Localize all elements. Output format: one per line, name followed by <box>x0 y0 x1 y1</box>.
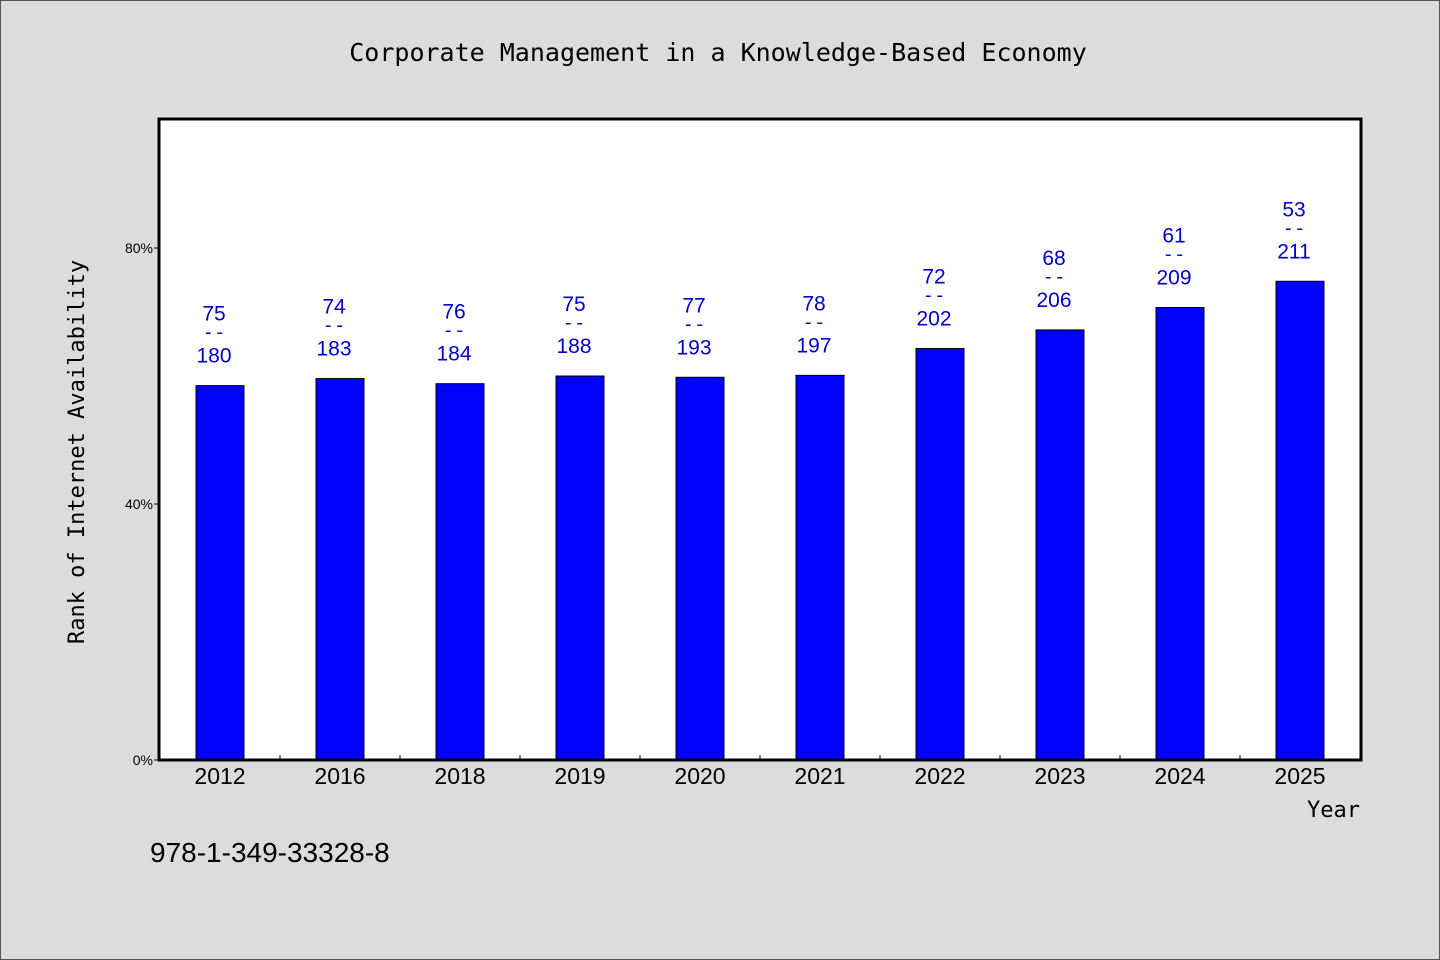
data-label-top: 68 <box>1042 247 1065 270</box>
data-label-top: 61 <box>1162 225 1185 248</box>
data-label-bottom: 183 <box>316 338 351 361</box>
data-label-bottom: 180 <box>196 345 231 368</box>
data-label-top: 78 <box>802 292 825 315</box>
x-tick-label: 2020 <box>674 763 725 789</box>
data-label-top: 75 <box>202 303 225 326</box>
data-label-separator: -- <box>203 322 226 344</box>
data-label-separator: -- <box>1283 217 1306 239</box>
x-tick-label: 2025 <box>1274 763 1325 789</box>
data-label-separator: -- <box>323 315 346 337</box>
data-label-top: 74 <box>322 296 346 319</box>
data-label-separator: -- <box>803 311 826 333</box>
x-tick-label: 2019 <box>554 763 605 789</box>
data-label-top: 72 <box>922 265 945 288</box>
data-label-bottom: 209 <box>1156 267 1191 290</box>
data-label-bottom: 202 <box>916 307 951 330</box>
bar-2022 <box>915 347 965 761</box>
data-labels-layer: 75--18074--18376--18475--18877--19378--1… <box>196 198 1310 367</box>
x-tick-label: 2012 <box>194 763 245 789</box>
data-label-top: 75 <box>562 293 585 316</box>
data-label-bottom: 188 <box>556 335 591 358</box>
annotation-text: 978-1-349-33328-8 <box>150 837 390 868</box>
y-axis-label: Rank of Internet Availability <box>65 260 90 644</box>
x-axis: 2012 2016 2018 2019 2020 2021 2022 2023 2024 2025 <box>194 755 1326 789</box>
data-label-separator: -- <box>683 313 706 335</box>
x-tick-label: 2023 <box>1034 763 1085 789</box>
data-label-top: 77 <box>682 294 705 317</box>
bar-2025 <box>1275 280 1325 761</box>
x-tick-label: 2021 <box>794 763 845 789</box>
data-label-bottom: 197 <box>796 334 831 357</box>
bar-2018 <box>435 383 485 761</box>
x-tick-label: 2024 <box>1154 763 1205 789</box>
bar-2024 <box>1155 307 1205 761</box>
data-label-bottom: 184 <box>436 343 471 366</box>
x-tick-label: 2018 <box>434 763 485 789</box>
chart-title: Corporate Management in a Knowledge-Base… <box>349 38 1087 67</box>
data-label-separator: -- <box>563 312 586 334</box>
x-tick-label: 2016 <box>314 763 365 789</box>
data-label-separator: -- <box>1163 244 1186 266</box>
y-axis: 0% 40% 80% <box>125 240 160 768</box>
x-axis-label: Year <box>1307 798 1360 823</box>
x-tick-label: 2022 <box>914 763 965 789</box>
y-tick-label: 80% <box>125 240 153 256</box>
bar-2019 <box>555 375 605 761</box>
bar-2023 <box>1035 329 1085 761</box>
data-label-bottom: 193 <box>676 336 711 359</box>
data-label-top: 53 <box>1282 198 1305 221</box>
plot-frame <box>157 117 1363 762</box>
data-label-separator: -- <box>923 284 946 306</box>
bar-2021 <box>795 374 845 761</box>
bar-2020 <box>675 376 725 761</box>
data-label-separator: -- <box>443 320 466 342</box>
data-label-bottom: 206 <box>1036 289 1071 312</box>
bar-2012 <box>195 385 245 761</box>
bars-layer <box>195 280 1325 761</box>
data-label-top: 76 <box>442 301 465 324</box>
bar-2016 <box>315 378 365 761</box>
y-tick-label: 40% <box>125 496 153 512</box>
data-label-separator: -- <box>1043 266 1066 288</box>
y-tick-label: 0% <box>133 752 153 768</box>
data-label-bottom: 211 <box>1277 240 1310 263</box>
